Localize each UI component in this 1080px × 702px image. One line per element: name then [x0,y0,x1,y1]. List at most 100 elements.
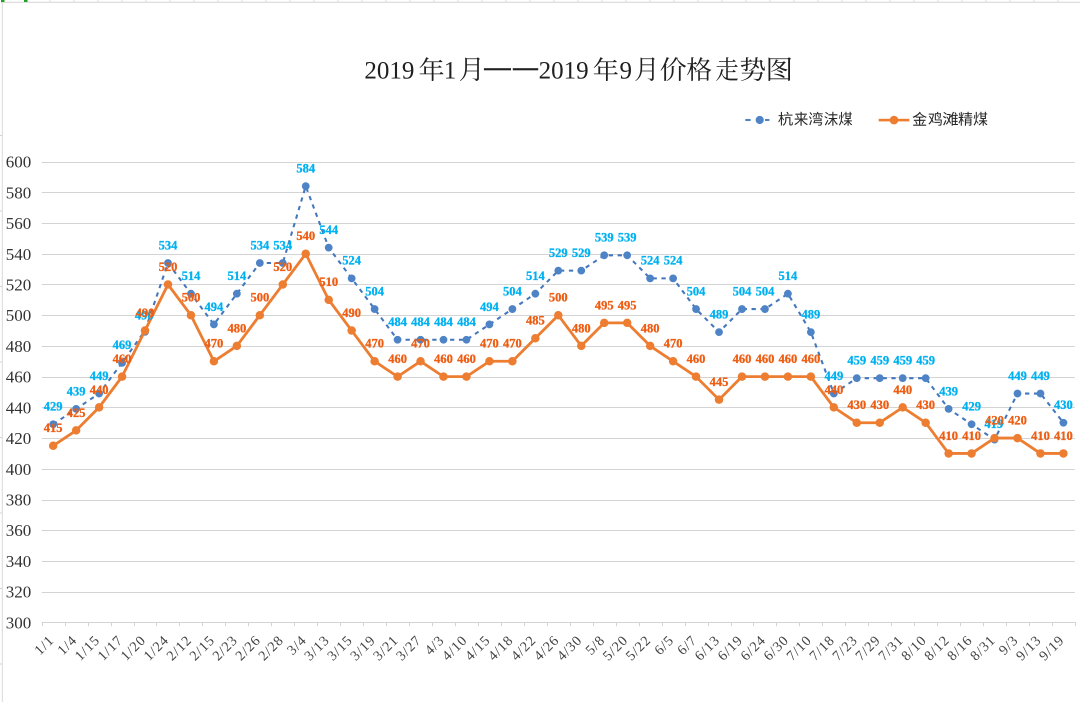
svg-text:410: 410 [1031,429,1050,443]
svg-text:480: 480 [641,321,660,335]
svg-text:460: 460 [779,352,798,366]
svg-text:6/5: 6/5 [651,633,677,659]
svg-text:449: 449 [1008,369,1027,383]
svg-text:495: 495 [595,298,614,312]
svg-text:9: 9 [620,58,633,85]
svg-text:360: 360 [6,521,32,540]
svg-text:460: 460 [388,352,407,366]
svg-text:580: 580 [6,183,32,202]
svg-text:1/1: 1/1 [32,633,58,659]
svg-text:520: 520 [159,260,178,274]
svg-text:494: 494 [480,300,500,314]
svg-text:425: 425 [67,406,86,420]
svg-text:500: 500 [182,291,201,305]
svg-text:484: 484 [411,315,431,329]
svg-text:430: 430 [870,398,889,412]
svg-text:480: 480 [6,337,32,356]
svg-text:340: 340 [6,552,32,571]
svg-text:470: 470 [503,337,522,351]
svg-text:524: 524 [342,254,362,268]
svg-text:489: 489 [801,308,820,322]
svg-text:440: 440 [824,383,843,397]
svg-text:400: 400 [6,460,32,479]
svg-text:534: 534 [250,238,270,252]
svg-text:504: 504 [733,284,753,298]
svg-text:459: 459 [916,354,935,368]
svg-text:534: 534 [159,238,179,252]
svg-text:520: 520 [6,275,32,294]
svg-text:300: 300 [6,613,32,632]
svg-text:460: 460 [113,352,132,366]
svg-text:504: 504 [503,284,523,298]
svg-text:470: 470 [411,337,430,351]
svg-text:4/30: 4/30 [554,633,586,665]
svg-text:410: 410 [1054,429,1073,443]
svg-text:524: 524 [641,254,661,268]
svg-text:524: 524 [664,254,684,268]
svg-text:440: 440 [893,383,912,397]
svg-text:539: 539 [595,231,614,245]
svg-text:420: 420 [985,413,1004,427]
svg-text:459: 459 [893,354,912,368]
svg-text:449: 449 [90,369,109,383]
svg-text:460: 460 [733,352,752,366]
svg-text:449: 449 [824,369,843,383]
svg-text:320: 320 [6,583,32,602]
svg-text:494: 494 [205,300,225,314]
svg-text:470: 470 [480,337,499,351]
svg-text:584: 584 [296,162,316,176]
svg-text:500: 500 [6,306,32,325]
svg-text:5/22: 5/22 [623,633,655,665]
svg-text:459: 459 [847,354,866,368]
svg-text:484: 484 [457,315,477,329]
svg-text:529: 529 [549,246,568,260]
svg-text:419: 419 [984,417,1003,431]
svg-text:490: 490 [135,308,154,322]
svg-text:504: 504 [756,284,776,298]
svg-text:514: 514 [182,269,202,283]
svg-text:3/27: 3/27 [393,633,425,665]
svg-text:449: 449 [1031,369,1050,383]
svg-text:470: 470 [205,337,224,351]
svg-text:520: 520 [273,260,292,274]
svg-text:504: 504 [365,284,385,298]
svg-text:490: 490 [136,306,155,320]
svg-text:430: 430 [1054,398,1073,412]
svg-text:410: 410 [962,429,981,443]
svg-text:560: 560 [6,214,32,233]
svg-text:539: 539 [618,231,637,245]
svg-text:415: 415 [44,421,63,435]
svg-text:380: 380 [6,491,32,510]
svg-text:8/31: 8/31 [967,633,999,665]
svg-text:600: 600 [6,153,32,172]
svg-text:484: 484 [434,315,454,329]
svg-text:2/28: 2/28 [256,633,288,665]
svg-text:514: 514 [779,269,799,283]
svg-text:484: 484 [388,315,408,329]
svg-text:439: 439 [939,384,958,398]
svg-text:469: 469 [113,338,132,352]
svg-text:1: 1 [444,58,457,85]
svg-text:439: 439 [67,384,86,398]
svg-text:429: 429 [962,400,981,414]
svg-text:514: 514 [227,269,247,283]
svg-text:544: 544 [319,223,339,237]
svg-text:429: 429 [44,400,63,414]
svg-text:500: 500 [549,291,568,305]
svg-text:460: 460 [434,352,453,366]
svg-text:440: 440 [6,398,32,417]
svg-text:529: 529 [572,246,591,260]
svg-text:490: 490 [342,306,361,320]
svg-text:430: 430 [916,398,935,412]
svg-text:534: 534 [273,238,293,252]
svg-text:460: 460 [801,352,820,366]
svg-text:420: 420 [6,429,32,448]
svg-text:420: 420 [1008,413,1027,427]
svg-text:460: 460 [457,352,476,366]
svg-text:410: 410 [939,429,958,443]
svg-text:470: 470 [365,337,384,351]
svg-text:480: 480 [227,321,246,335]
svg-text:504: 504 [687,284,707,298]
svg-text:460: 460 [756,352,775,366]
svg-text:460: 460 [6,368,32,387]
